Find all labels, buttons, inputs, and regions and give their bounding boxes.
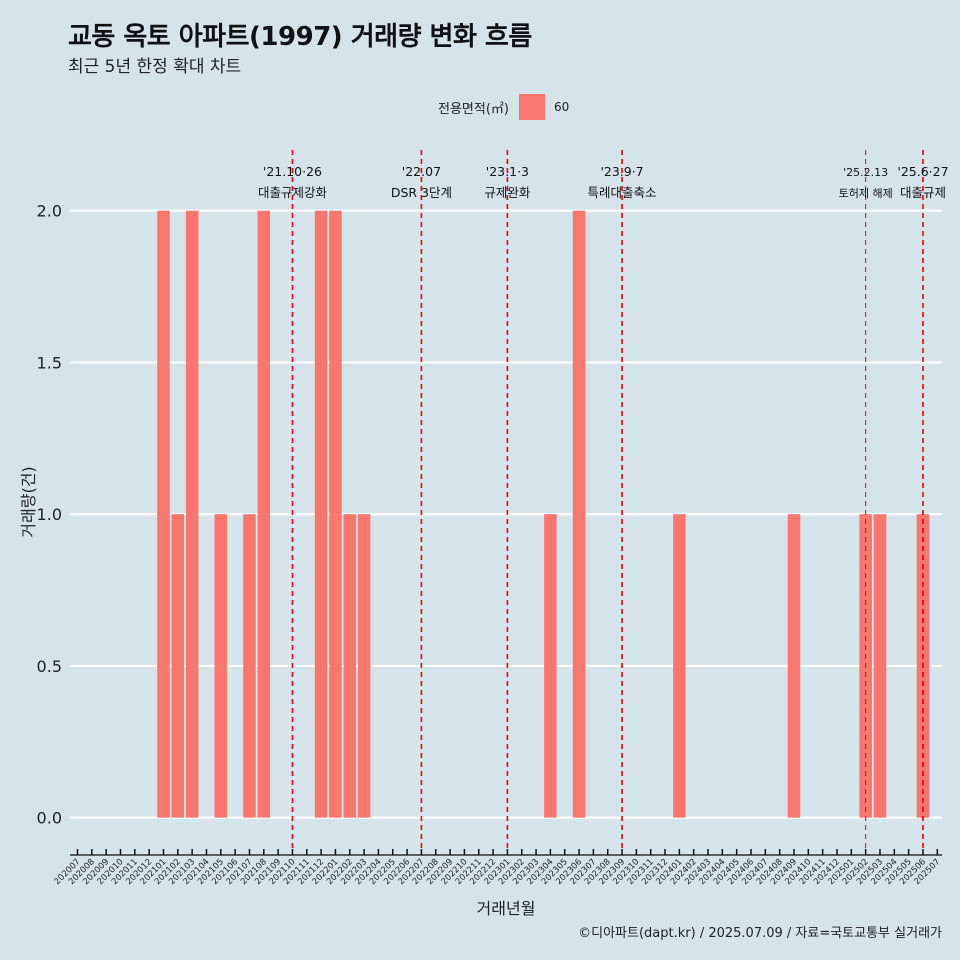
event-name-label: 대출규제 xyxy=(900,185,946,200)
event-name-label: 대출규제강화 xyxy=(258,185,328,200)
bar xyxy=(185,210,199,818)
event-date-label: '22.07 xyxy=(402,164,441,179)
legend-item-label: 60 xyxy=(553,100,570,114)
y-tick-label: 2.0 xyxy=(37,202,62,221)
y-axis-ticks: 0.0 0.5 1.0 1.5 2.0 xyxy=(37,202,62,828)
source-caption: ©디아파트(dapt.kr) / 2025.07.09 / 자료=국토교통부 실… xyxy=(578,926,942,941)
bar xyxy=(343,514,357,818)
event-date-label: '23.1·3 xyxy=(486,164,529,179)
event-name-label: 규제완화 xyxy=(484,185,531,200)
event-date-label: '23.9·7 xyxy=(600,164,643,179)
bar xyxy=(673,514,686,818)
x-axis-title: 거래년월 xyxy=(477,899,536,918)
gridlines xyxy=(70,209,942,819)
event-name-label: 토허제 해제 xyxy=(839,186,893,200)
legend: 전용면적(㎡) 60 xyxy=(438,94,569,120)
chart-title: 교동 옥토 아파트(1997) 거래량 변화 흐름 xyxy=(68,22,532,52)
bar xyxy=(243,514,256,818)
bar xyxy=(157,210,170,818)
y-tick-label: 1.5 xyxy=(37,353,62,372)
bar xyxy=(544,514,557,818)
event-date-label: '25.2.13 xyxy=(843,166,888,179)
bar xyxy=(171,514,185,818)
event-name-label: 특례대출축소 xyxy=(588,185,657,200)
bar xyxy=(257,210,271,818)
bar xyxy=(572,210,586,818)
bar xyxy=(214,514,228,818)
x-axis: 2020072020082020092020102020112020122021… xyxy=(53,849,942,887)
y-axis-title: 거래량(건) xyxy=(19,466,38,537)
legend-title: 전용면적(㎡) xyxy=(438,101,509,117)
bar xyxy=(329,210,342,818)
bar xyxy=(873,514,887,818)
event-date-label: '21.10·26 xyxy=(263,164,322,179)
legend-swatch xyxy=(518,94,545,120)
event-name-label: DSR 3단계 xyxy=(391,185,452,200)
bar xyxy=(314,210,328,818)
bar xyxy=(357,514,371,818)
event-markers: '21.10·26 대출규제강화 '22.07 DSR 3단계 '23.1·3 규제완화 '… xyxy=(258,150,949,848)
y-tick-label: 1.0 xyxy=(37,505,62,524)
y-tick-label: 0.0 xyxy=(37,809,62,828)
event-date-label: '25.6·27 xyxy=(897,164,948,179)
chart-subtitle: 최근 5년 한정 확대 차트 xyxy=(68,57,242,77)
bars xyxy=(157,210,930,818)
y-tick-label: 0.5 xyxy=(37,657,62,676)
bar xyxy=(787,514,801,818)
